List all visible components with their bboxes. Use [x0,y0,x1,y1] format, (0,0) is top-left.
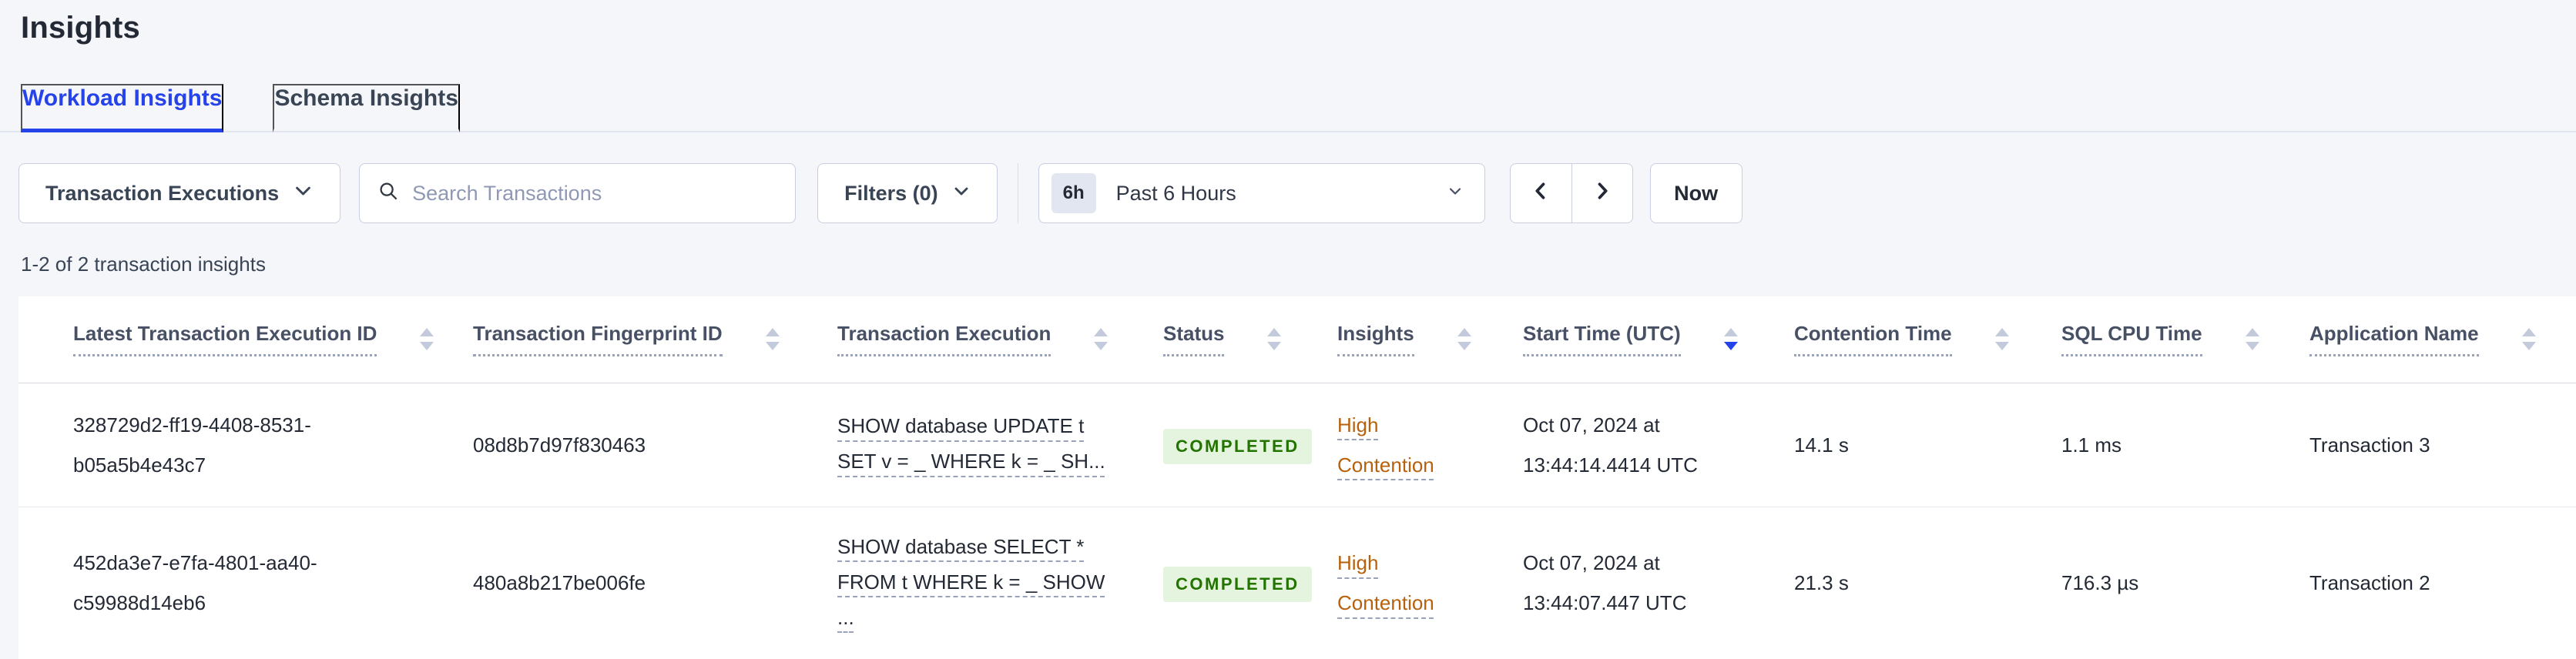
insights-tabbar: Workload Insights Schema Insights [0,84,2576,132]
sort-desc-icon [1723,328,1738,351]
sort-icon [2245,328,2259,351]
column-header-contention-time[interactable]: Contention Time [1794,296,2061,383]
column-header-insights[interactable]: Insights [1337,296,1523,383]
results-summary: 1-2 of 2 transaction insights [21,253,266,276]
chevron-down-icon [952,182,971,206]
column-header-application-name[interactable]: Application Name [2309,296,2576,383]
view-type-label: Transaction Executions [45,181,280,205]
contention-time: 21.3 s [1794,571,1849,594]
start-time: Oct 07, 2024 at 13:44:07.447 UTC [1523,551,1687,614]
controls-bar: Transaction Executions Filters (0) 6h Pa… [18,163,2558,223]
time-range-picker[interactable]: 6h Past 6 Hours [1038,163,1485,223]
column-header-transaction-fingerprint-id[interactable]: Transaction Fingerprint ID [473,296,837,383]
status-badge: COMPLETED [1163,567,1312,602]
start-time: Oct 07, 2024 at 13:44:14.4414 UTC [1523,413,1698,477]
transaction-fingerprint-id: 08d8b7d97f830463 [473,433,646,457]
sql-cpu-time: 716.3 µs [2061,571,2139,594]
transaction-fingerprint-id: 480a8b217be006fe [473,571,646,594]
page-title: Insights [21,11,140,45]
transaction-execution-link[interactable]: SHOW database UPDATE t SET v = _ WHERE k… [837,414,1105,473]
status-badge: COMPLETED [1163,428,1312,464]
tab-schema-insights[interactable]: Schema Insights [273,84,460,132]
search-input[interactable] [412,181,779,206]
column-header-sql-cpu-time[interactable]: SQL CPU Time [2061,296,2309,383]
transaction-insights-table: Latest Transaction Execution ID Transact… [18,296,2576,659]
contention-time: 14.1 s [1794,433,1849,457]
sort-icon [1094,328,1109,351]
sort-icon [765,328,780,351]
application-name: Transaction 3 [2309,433,2430,457]
time-range-label: Past 6 Hours [1115,181,1236,205]
search-box [359,163,797,223]
sort-icon [1457,328,1471,351]
latest-transaction-execution-id: 452da3e7-e7fa-4801-aa40-c59988d14eb6 [73,551,317,614]
now-button[interactable]: Now [1649,163,1742,223]
table-row: 452da3e7-e7fa-4801-aa40-c59988d14eb6 480… [18,507,2576,659]
sort-icon [2521,328,2536,351]
time-prev-button[interactable] [1509,163,1571,223]
tab-workload-insights[interactable]: Workload Insights [21,84,224,132]
insight-link[interactable]: High Contention [1337,413,1434,477]
chevron-right-icon [1592,180,1613,207]
search-icon [377,179,400,208]
column-header-transaction-execution[interactable]: Transaction Execution [837,296,1163,383]
table-header-row: Latest Transaction Execution ID Transact… [18,296,2576,383]
time-range-badge: 6h [1051,173,1096,213]
sql-cpu-time: 1.1 ms [2061,433,2122,457]
column-header-latest-transaction-execution-id[interactable]: Latest Transaction Execution ID [18,296,473,383]
column-header-status[interactable]: Status [1163,296,1337,383]
column-header-start-time[interactable]: Start Time (UTC) [1523,296,1794,383]
filters-dropdown[interactable]: Filters (0) [817,163,998,223]
time-next-button[interactable] [1571,163,1633,223]
now-label: Now [1674,181,1719,205]
latest-transaction-execution-id: 328729d2-ff19-4408-8531-b05a5b4e43c7 [73,413,311,477]
time-range-pager [1509,163,1633,223]
transaction-execution-link[interactable]: SHOW database SELECT * FROM t WHERE k = … [837,534,1105,629]
application-name: Transaction 2 [2309,571,2430,594]
sort-icon [420,328,434,351]
sort-icon [1267,328,1282,351]
view-type-dropdown[interactable]: Transaction Executions [18,163,341,223]
table-row: 328729d2-ff19-4408-8531-b05a5b4e43c7 08d… [18,383,2576,507]
chevron-down-icon [1446,182,1464,206]
sort-icon [1994,328,2009,351]
chevron-down-icon [293,180,314,206]
insights-table-card: Latest Transaction Execution ID Transact… [18,296,2576,659]
insight-link[interactable]: High Contention [1337,551,1434,614]
chevron-left-icon [1530,180,1551,207]
filters-label: Filters (0) [844,181,938,205]
